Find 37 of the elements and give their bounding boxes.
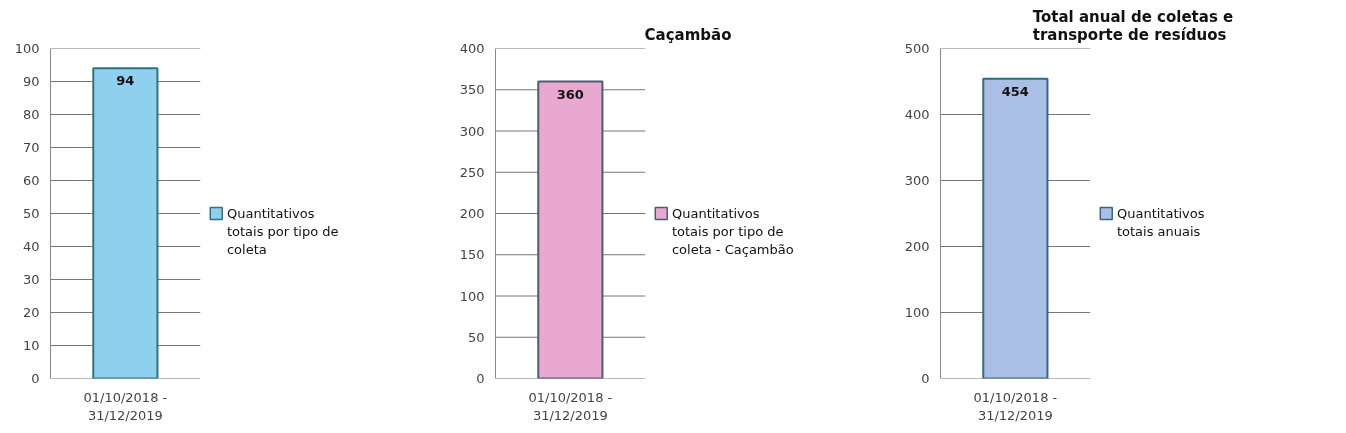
- y-tick-label: 80: [22, 107, 40, 122]
- data-label: 454: [1001, 83, 1029, 99]
- y-tick-label: 50: [467, 329, 485, 345]
- y-tick-label: 200: [459, 206, 485, 221]
- text: Total anual de coletas e transporte de resíduos: [1032, 7, 1234, 44]
- y-tick-label: 300: [459, 123, 485, 139]
- y-tick-label: 100: [14, 41, 40, 56]
- y-tick-label: 300: [904, 173, 930, 188]
- y-tick-label: 500: [904, 41, 930, 56]
- y-tick-label: 10: [22, 338, 40, 353]
- data-label: 94: [116, 73, 135, 89]
- y-tick-label: 30: [22, 272, 40, 287]
- y-tick-label: 100: [904, 305, 930, 320]
- y-tick-label: 40: [22, 239, 40, 254]
- y-tick-label: 250: [459, 164, 485, 180]
- y-tick-label: 0: [476, 371, 485, 386]
- y-tick-label: 0: [31, 371, 40, 386]
- y-tick-label: 50: [22, 206, 40, 221]
- y-tick-label: 100: [459, 288, 485, 304]
- data-label: 360: [556, 86, 584, 102]
- y-tick-label: 20: [22, 305, 40, 320]
- text: Caçambão: [644, 25, 732, 44]
- y-tick-label: 400: [904, 107, 930, 122]
- y-tick-label: 400: [459, 41, 485, 56]
- y-tick-label: 350: [459, 82, 485, 98]
- x-tick-label: 01/10/2018 - 31/12/2019: [973, 389, 1058, 423]
- y-tick-label: 70: [22, 140, 40, 155]
- y-tick-label: 150: [459, 247, 485, 263]
- x-tick-label: 01/10/2018 - 31/12/2019: [83, 389, 168, 423]
- legend-label: Quantitativos totais anuais: [1116, 205, 1205, 239]
- legend-label: Quantitativos totais por tipo de coleta - Caçambão: [671, 205, 794, 257]
- y-tick-label: 60: [22, 173, 40, 188]
- x-tick-label: 01/10/2018 - 31/12/2019: [528, 389, 613, 423]
- legend-label: Quantitativos totais por tipo de coleta: [226, 205, 339, 257]
- y-tick-label: 0: [921, 371, 930, 386]
- y-tick-label: 200: [904, 239, 930, 254]
- y-tick-label: 90: [22, 74, 40, 89]
